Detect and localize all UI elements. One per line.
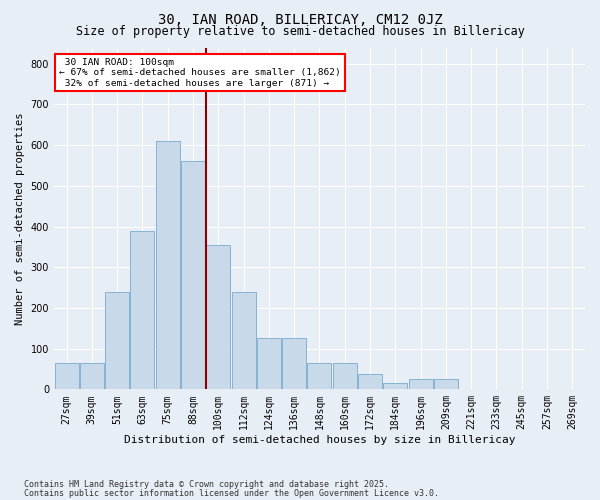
- Text: Contains HM Land Registry data © Crown copyright and database right 2025.: Contains HM Land Registry data © Crown c…: [24, 480, 389, 489]
- Bar: [181, 162, 205, 390]
- Text: Size of property relative to semi-detached houses in Billericay: Size of property relative to semi-detach…: [76, 25, 524, 38]
- X-axis label: Distribution of semi-detached houses by size in Billericay: Distribution of semi-detached houses by …: [124, 435, 515, 445]
- Bar: [333, 363, 357, 390]
- Bar: [409, 379, 433, 390]
- Bar: [80, 363, 104, 390]
- Bar: [55, 363, 79, 390]
- Bar: [282, 338, 306, 390]
- Bar: [434, 379, 458, 390]
- Bar: [232, 292, 256, 390]
- Text: 30 IAN ROAD: 100sqm
← 67% of semi-detached houses are smaller (1,862)
 32% of se: 30 IAN ROAD: 100sqm ← 67% of semi-detach…: [59, 58, 341, 88]
- Text: 30, IAN ROAD, BILLERICAY, CM12 0JZ: 30, IAN ROAD, BILLERICAY, CM12 0JZ: [158, 12, 442, 26]
- Bar: [383, 383, 407, 390]
- Bar: [206, 245, 230, 390]
- Bar: [257, 338, 281, 390]
- Bar: [105, 292, 129, 390]
- Bar: [307, 363, 331, 390]
- Bar: [156, 141, 180, 390]
- Bar: [130, 230, 154, 390]
- Bar: [358, 374, 382, 390]
- Y-axis label: Number of semi-detached properties: Number of semi-detached properties: [15, 112, 25, 324]
- Text: Contains public sector information licensed under the Open Government Licence v3: Contains public sector information licen…: [24, 489, 439, 498]
